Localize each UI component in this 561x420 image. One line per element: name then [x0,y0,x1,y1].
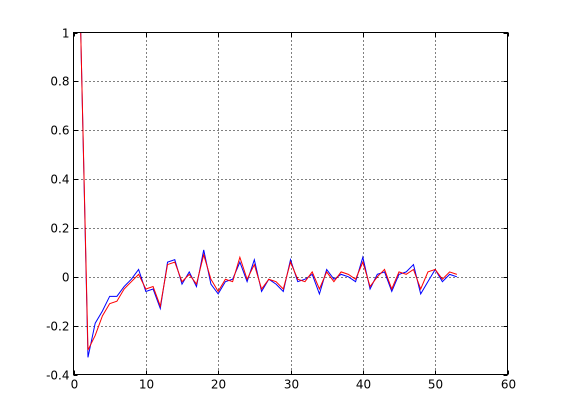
y-tick-label: 0 [62,271,70,285]
plot-area-frame [73,32,508,375]
y-tick-label: 0.4 [50,173,69,187]
x-tick-label: 50 [428,378,443,392]
grid [73,32,508,375]
tick-labels: 0 10 20 30 40 50 60 -0.4 -0.2 0 0.2 0.4 0.6 0.8 1 [46,27,516,392]
x-tick-label: 20 [211,378,226,392]
series-line-2 [80,32,458,351]
x-tick-label: 30 [284,378,299,392]
y-tick-label: -0.2 [46,320,69,334]
x-tick-label: 0 [71,378,79,392]
y-tick-label: -0.4 [46,369,69,383]
series-layer [80,32,458,358]
y-tick-label: 0.6 [50,124,69,138]
x-tick-label: 60 [501,378,516,392]
axis-ticks [73,32,509,376]
x-tick-label: 10 [139,378,154,392]
x-tick-label: 40 [356,378,371,392]
y-tick-label: 0.8 [50,75,69,89]
y-tick-label: 1 [62,27,70,41]
y-tick-label: 0.2 [50,222,69,236]
